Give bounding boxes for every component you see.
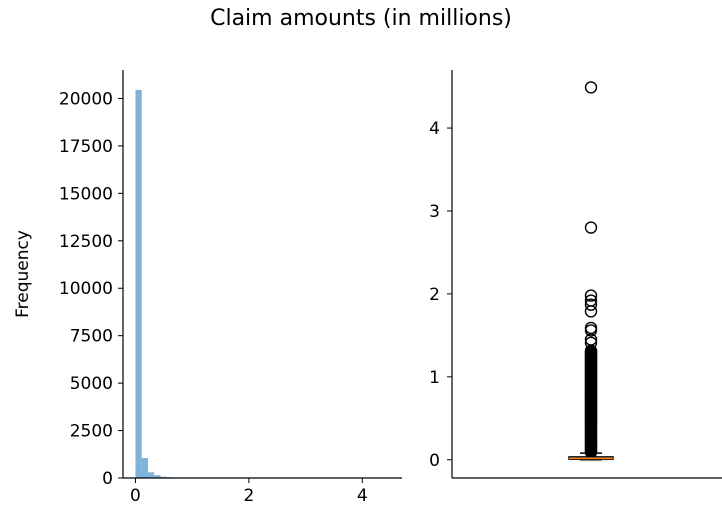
- boxplot-outlier: [584, 333, 598, 346]
- boxplot-chart: 0 1 2 3 4: [429, 70, 722, 479]
- hist-y-tick-label: 2500: [70, 422, 113, 442]
- box-y-tick-label: 0: [429, 451, 440, 471]
- boxplot-outlier: [584, 298, 598, 311]
- hist-x-tick-label: 2: [243, 486, 254, 506]
- histogram-bar: [141, 458, 148, 478]
- histogram-bar: [154, 475, 161, 478]
- figure-title: Claim amounts (in millions): [210, 6, 512, 31]
- hist-y-tick-label: 12500: [59, 232, 113, 252]
- boxplot-outlier: [584, 289, 598, 302]
- hist-y-axis-label: Frequency: [13, 230, 33, 318]
- hist-y-tick-label: 0: [102, 469, 113, 489]
- hist-x-tick-label: 4: [357, 486, 368, 506]
- histogram-chart: 0 2500 5000 7500 10000 12500 15000 17500 20000 0 2…: [13, 70, 402, 506]
- boxplot-outlier: [584, 321, 598, 335]
- boxplot-outlier: [584, 324, 598, 337]
- hist-y-tick-label: 10000: [59, 279, 113, 299]
- hist-y-tick-label: 17500: [59, 137, 113, 157]
- boxplot-outlier: [584, 336, 598, 350]
- boxplot-outlier: [584, 221, 598, 234]
- hist-y-tick-label: 20000: [59, 89, 113, 109]
- hist-x-tick-label: 0: [130, 486, 141, 506]
- histogram-bar: [135, 89, 142, 478]
- box-y-tick-label: 3: [429, 202, 440, 222]
- box-y-tick-label: 1: [429, 368, 440, 388]
- hist-y-tick-label: 5000: [70, 374, 113, 394]
- hist-y-tick-label: 7500: [70, 327, 113, 347]
- hist-y-tick-label: 15000: [59, 184, 113, 204]
- boxplot-outlier: [584, 305, 598, 318]
- box-y-tick-label: 2: [429, 285, 440, 305]
- histogram-bar: [147, 472, 155, 478]
- box-y-tick-label: 4: [429, 119, 440, 139]
- boxplot-outlier: [584, 81, 598, 94]
- histogram-bar: [160, 476, 167, 478]
